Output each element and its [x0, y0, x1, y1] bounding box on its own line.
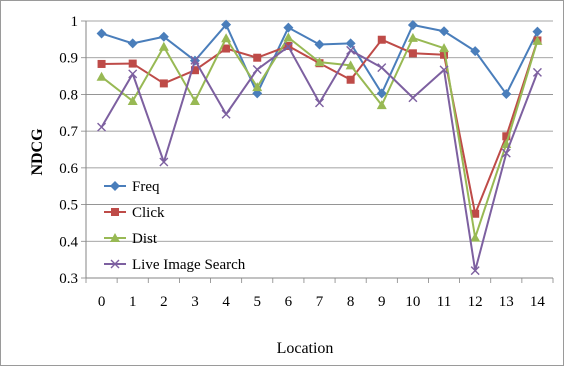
data-point-dist [407, 32, 418, 42]
x-tick-label: 11 [437, 294, 451, 310]
data-point-click [222, 44, 231, 53]
data-point-dist [345, 60, 356, 70]
legend-item-click: Click [104, 205, 165, 221]
y-axis-title: NDCG [29, 128, 46, 176]
data-point-freq [314, 39, 325, 50]
y-tick-label: 0.9 [59, 51, 78, 67]
legend-marker [110, 233, 120, 242]
data-point-live-image-search [283, 42, 293, 52]
y-tick-labels: 0.3 0.4 0.5 0.6 0.7 0.8 0.9 1 [59, 14, 78, 287]
x-tick-label: 4 [222, 294, 230, 310]
y-tick-label: 0.3 [59, 271, 78, 287]
data-point-live-image-search [221, 109, 231, 119]
legend-item-dist: Dist [104, 231, 158, 247]
y-tick-label: 1 [71, 14, 79, 30]
x-tick-label: 0 [98, 294, 106, 310]
x-tick-label: 8 [347, 294, 355, 310]
data-point-live-image-search [190, 55, 200, 65]
x-tick-label: 9 [378, 294, 386, 310]
x-tick-label: 13 [499, 294, 514, 310]
data-point-freq [283, 22, 294, 33]
data-point-live-image-search [408, 93, 418, 103]
x-tick-label: 2 [160, 294, 168, 310]
data-point-dist [252, 82, 263, 92]
data-point-freq [439, 26, 450, 37]
data-point-live-image-search [470, 266, 480, 276]
legend-item-live-image-search: Live Image Search [104, 257, 246, 273]
data-point-dist [158, 41, 169, 51]
data-point-freq [345, 38, 356, 49]
data-point-live-image-search [159, 157, 169, 167]
data-point-click [253, 53, 262, 62]
x-tick-label: 7 [316, 294, 324, 310]
data-point-dist [127, 96, 138, 106]
data-point-dist [221, 33, 232, 43]
legend-label: Dist [132, 231, 158, 247]
data-point-freq [407, 20, 418, 31]
x-tick-label: 10 [405, 294, 420, 310]
data-point-live-image-search [532, 67, 542, 77]
data-point-freq [376, 88, 387, 99]
y-tick-label: 0.8 [59, 87, 78, 103]
x-tick-label: 14 [530, 294, 546, 310]
data-point-freq [532, 26, 543, 37]
axes [81, 20, 554, 283]
x-tick-label: 5 [253, 294, 261, 310]
data-point-click [190, 66, 199, 75]
legend-item-freq: Freq [104, 179, 160, 195]
data-point-dist [314, 57, 325, 67]
x-axis-title: Location [277, 340, 334, 357]
data-series [96, 19, 543, 276]
data-point-freq [501, 89, 512, 100]
data-point-freq [470, 46, 481, 57]
data-point-click [128, 59, 137, 68]
data-point-click [471, 209, 480, 218]
data-point-click [159, 79, 168, 88]
data-point-dist [532, 35, 543, 45]
data-point-click [97, 59, 106, 68]
data-point-freq [127, 38, 138, 49]
data-point-click [502, 132, 511, 141]
legend-marker [110, 181, 120, 191]
data-point-live-image-search [315, 98, 324, 108]
data-point-click [346, 75, 355, 84]
data-point-freq [158, 31, 169, 42]
x-tick-label: 6 [285, 294, 293, 310]
data-point-live-image-search [439, 65, 449, 75]
legend-label: Click [132, 205, 165, 221]
data-point-dist [189, 96, 200, 106]
data-point-live-image-search [252, 64, 262, 74]
y-tick-label: 0.7 [59, 124, 78, 140]
data-point-live-image-search [346, 45, 356, 55]
data-point-dist [439, 43, 450, 53]
legend-label: Freq [132, 179, 160, 195]
data-point-click [440, 50, 449, 59]
legend-marker [111, 208, 119, 216]
x-tick-label: 12 [468, 294, 483, 310]
data-point-live-image-search [377, 63, 387, 73]
legend: Freq Click Dist Live Image Search [104, 179, 246, 273]
data-point-live-image-search [97, 122, 107, 132]
legend-marker [110, 259, 120, 269]
y-tick-label: 0.5 [59, 198, 78, 214]
x-tick-labels: 0 1 2 3 4 5 6 7 8 9 10 11 12 13 14 [98, 294, 546, 310]
x-tick-label: 1 [129, 294, 137, 310]
data-point-dist [96, 71, 107, 81]
x-tick-label: 3 [191, 294, 199, 310]
data-point-live-image-search [128, 69, 138, 79]
data-point-dist [470, 232, 481, 242]
y-tick-label: 0.6 [59, 161, 78, 177]
data-point-live-image-search [501, 148, 511, 158]
data-point-freq [96, 28, 107, 39]
data-point-click [408, 49, 417, 58]
data-point-dist [376, 100, 387, 110]
data-point-click [377, 35, 386, 44]
y-tick-label: 0.4 [59, 234, 78, 250]
data-point-freq [221, 19, 232, 30]
legend-label: Live Image Search [132, 257, 246, 273]
series-line-dist [100, 36, 539, 239]
data-point-dist [283, 32, 294, 42]
